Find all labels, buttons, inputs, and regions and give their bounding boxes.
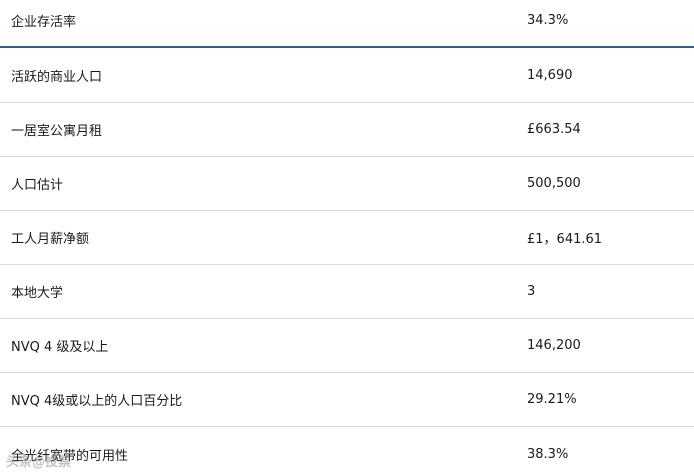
- table-row: 企业存活率 34.3%: [0, 0, 694, 48]
- table-row: 活跃的商业人口 14,690: [0, 49, 694, 103]
- row-value: 14,690: [527, 68, 573, 83]
- row-value: £1，641.61: [527, 232, 603, 247]
- table-row: NVQ 4 级及以上 146,200: [0, 319, 694, 373]
- row-label: NVQ 4 级及以上: [11, 340, 109, 355]
- table-row: 本地大学 3: [0, 265, 694, 319]
- row-label: NVQ 4级或以上的人口百分比: [11, 394, 183, 409]
- table-row: 一居室公寓月租 £663.54: [0, 103, 694, 157]
- row-label: 工人月薪净额: [11, 232, 90, 247]
- row-label: 人口估计: [11, 178, 64, 193]
- watermark: 头条@投票: [6, 455, 72, 470]
- row-label: 活跃的商业人口: [11, 70, 103, 85]
- row-value: £663.54: [527, 122, 581, 137]
- table-row: 人口估计 500,500: [0, 157, 694, 211]
- row-value: 500,500: [527, 176, 581, 191]
- row-value: 34.3%: [527, 12, 569, 28]
- row-value: 3: [527, 284, 536, 299]
- row-label: 全光纤宽带的可用性: [11, 448, 129, 464]
- row-value: 29.21%: [527, 392, 577, 407]
- row-label: 本地大学: [11, 286, 64, 301]
- row-value: 146,200: [527, 338, 581, 353]
- row-label: 企业存活率: [11, 14, 77, 30]
- table-row: NVQ 4级或以上的人口百分比 29.21%: [0, 373, 694, 427]
- row-label: 一居室公寓月租: [11, 124, 103, 139]
- row-value: 38.3%: [527, 446, 569, 462]
- table-row: 工人月薪净额 £1，641.61: [0, 211, 694, 265]
- table-row: 全光纤宽带的可用性 38.3%: [0, 427, 694, 474]
